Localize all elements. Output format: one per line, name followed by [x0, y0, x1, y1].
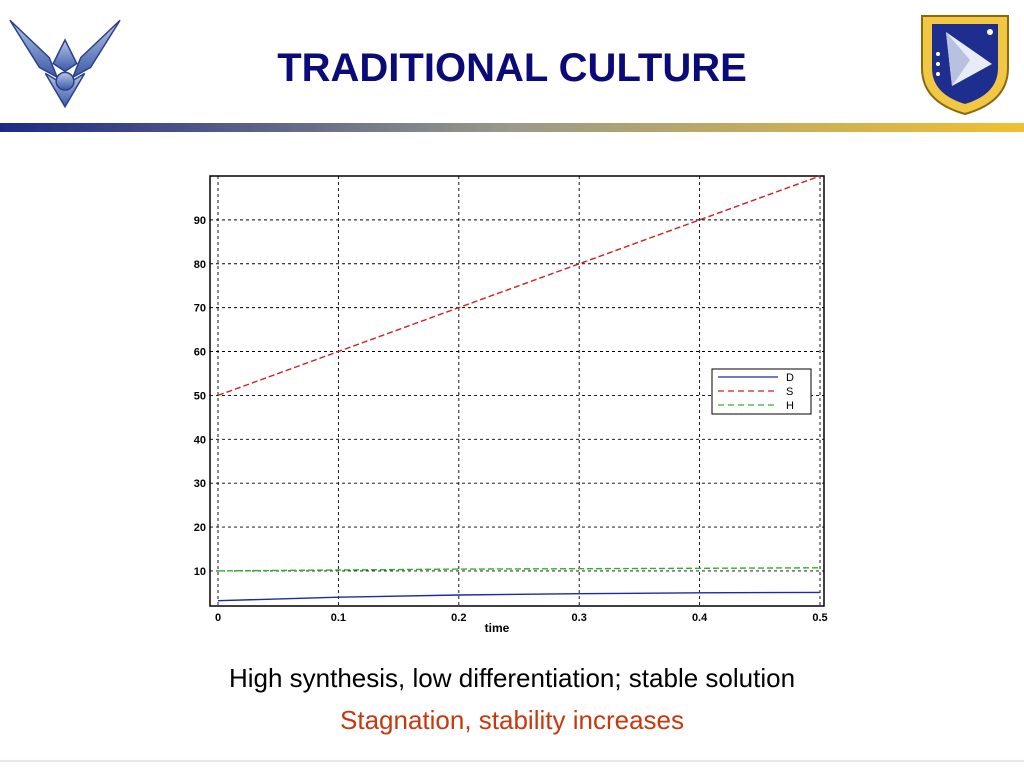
y-tick-label: 80 — [194, 259, 206, 271]
x-tick-label: 0.3 — [572, 612, 587, 624]
header-divider — [0, 123, 1024, 132]
caption-primary: High synthesis, low differentiation; sta… — [228, 663, 796, 693]
series-lines — [217, 175, 821, 602]
x-tick-label: 0 — [215, 612, 221, 624]
y-tick-label: 60 — [194, 347, 206, 359]
x-axis-label: time — [485, 621, 510, 635]
x-tick-label: 0.5 — [812, 612, 827, 624]
footer-divider — [0, 760, 1024, 762]
x-tick-label: 0.1 — [331, 612, 346, 624]
legend-label-h: H — [786, 400, 794, 412]
y-tick-label: 20 — [194, 522, 206, 534]
legend-label-d: D — [786, 372, 794, 384]
series-line-h — [217, 567, 821, 572]
x-axis-ticks: 0 0.1 0.2 0.3 0.4 0.5 — [215, 612, 828, 624]
air-force-wings-logo — [9, 19, 121, 109]
x-tick-label: 0.2 — [451, 612, 466, 624]
y-tick-label: 70 — [194, 303, 206, 315]
y-axis-ticks: 10 20 30 40 50 60 70 80 90 — [194, 215, 206, 578]
y-tick-label: 30 — [194, 478, 206, 490]
y-tick-label: 10 — [194, 566, 206, 578]
x-tick-label: 0.4 — [692, 612, 708, 624]
grid-lines — [210, 176, 824, 606]
y-tick-label: 40 — [194, 434, 206, 446]
caption-secondary: Stagnation, stability increases — [340, 705, 684, 735]
air-force-research-laboratory-shield-logo — [921, 15, 1009, 116]
series-line-s — [217, 175, 821, 397]
series-line-d — [217, 591, 821, 602]
line-chart: 10 20 30 40 50 60 70 80 90 0 0.1 0.2 0.3 0.4 0.5 time… — [194, 175, 828, 635]
page-title: TRADITIONAL CULTURE — [277, 46, 747, 90]
legend-label-s: S — [786, 386, 793, 398]
legend: D S H — [711, 368, 812, 415]
y-tick-label: 90 — [194, 215, 206, 227]
y-tick-label: 50 — [194, 390, 206, 402]
